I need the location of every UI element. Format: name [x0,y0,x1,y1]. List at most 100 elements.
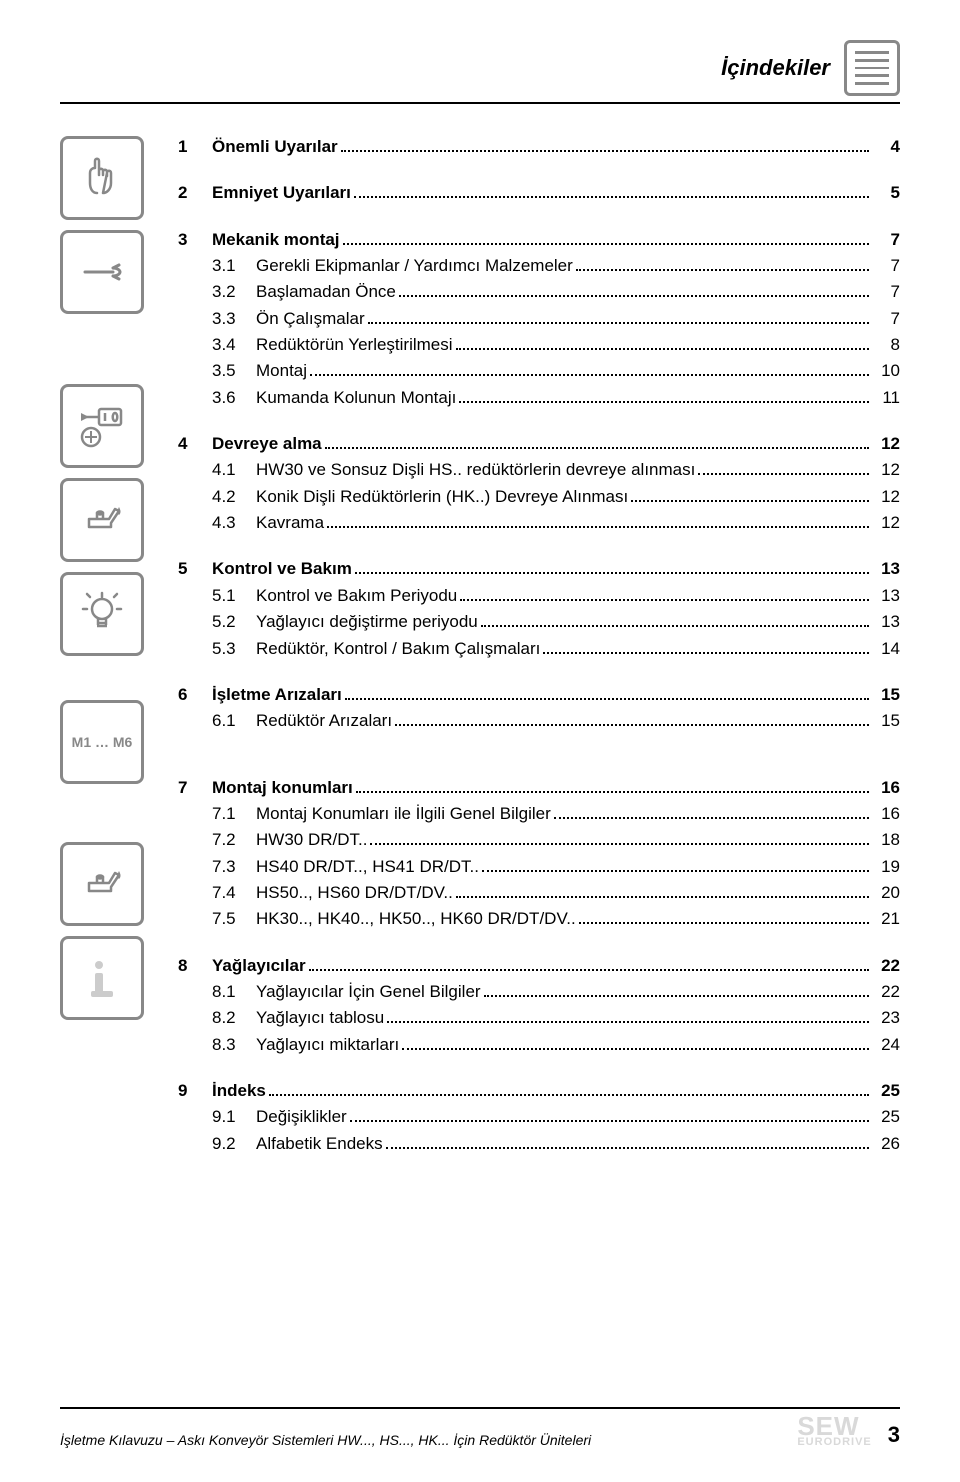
toc-row-sub[interactable]: 5.2Yağlayıcı değiştirme periyodu13 [178,609,900,635]
sub-title: Yağlayıcı tablosu [256,1005,384,1031]
toc-row-sub[interactable]: 9.2Alfabetik Endeks26 [178,1131,900,1157]
sub-title: Başlamadan Önce [256,279,396,305]
sub-page: 12 [872,510,900,536]
leader-dots [484,995,869,997]
sub-page: 10 [872,358,900,384]
section-page: 12 [872,431,900,457]
toc-row-sub[interactable]: 9.1Değişiklikler25 [178,1104,900,1130]
toc-row-sub[interactable]: 8.3Yağlayıcı miktarları24 [178,1032,900,1058]
toc-section: 2Emniyet Uyarıları5 [178,180,900,206]
section-page: 22 [872,953,900,979]
toc-row-sub[interactable]: 4.1HW30 ve Sonsuz Dişli HS.. redüktörler… [178,457,900,483]
toc-row-sub[interactable]: 8.1Yağlayıcılar İçin Genel Bilgiler22 [178,979,900,1005]
toc-row-sub[interactable]: 7.5HK30.., HK40.., HK50.., HK60 DR/DT/DV… [178,906,900,932]
sub-number: 5.3 [212,636,256,662]
toc-row-sub[interactable]: 3.6Kumanda Kolunun Montajı11 [178,385,900,411]
power-switch-icon [60,384,144,468]
leader-dots [399,295,869,297]
toc-row-sub[interactable]: 7.2HW30 DR/DT..18 [178,827,900,853]
toc-row-main[interactable]: 9İndeks25 [178,1078,900,1104]
leader-dots [456,348,869,350]
toc-row-main[interactable]: 3Mekanik montaj7 [178,227,900,253]
toc-row-sub[interactable]: 7.4HS50.., HS60 DR/DT/DV..20 [178,880,900,906]
sub-title: HK30.., HK40.., HK50.., HK60 DR/DT/DV.. [256,906,576,932]
toc-row-sub[interactable]: 3.4Redüktörün Yerleştirilmesi8 [178,332,900,358]
leader-dots [309,969,869,971]
sub-page: 13 [872,583,900,609]
info-icon [60,936,144,1020]
hand-point-icon [60,136,144,220]
sub-page: 25 [872,1104,900,1130]
section-page: 16 [872,775,900,801]
leader-dots [402,1048,869,1050]
sub-page: 7 [872,253,900,279]
footer-text: İşletme Kılavuzu – Askı Konveyör Sisteml… [60,1432,591,1448]
toc-row-main[interactable]: 7Montaj konumları16 [178,775,900,801]
section-number: 1 [178,134,212,160]
toc-row-sub[interactable]: 3.3Ön Çalışmalar7 [178,306,900,332]
page-title: İçindekiler [721,55,830,81]
toc-row-sub[interactable]: 3.1Gerekli Ekipmanlar / Yardımcı Malzeme… [178,253,900,279]
header: İçindekiler [60,40,900,96]
toc: 1Önemli Uyarılar4 2Emniyet Uyarıları5 3Mek… [178,134,900,1177]
toc-row-sub[interactable]: 5.3Redüktör, Kontrol / Bakım Çalışmaları… [178,636,900,662]
sub-page: 18 [872,827,900,853]
leader-dots [370,843,869,845]
sub-page: 12 [872,484,900,510]
toc-row-sub[interactable]: 4.2Konik Dişli Redüktörlerin (HK..) Devr… [178,484,900,510]
toc-row-sub[interactable]: 5.1Kontrol ve Bakım Periyodu13 [178,583,900,609]
sub-number: 3.2 [212,279,256,305]
sub-title: Redüktör, Kontrol / Bakım Çalışmaları [256,636,540,662]
toc-row-sub[interactable]: 4.3Kavrama12 [178,510,900,536]
leader-dots [310,374,869,376]
section-title: Emniyet Uyarıları [212,180,351,206]
toc-row-main[interactable]: 5Kontrol ve Bakım13 [178,556,900,582]
toc-row-sub[interactable]: 3.2Başlamadan Önce7 [178,279,900,305]
toc-row-main[interactable]: 2Emniyet Uyarıları5 [178,180,900,206]
section-number: 3 [178,227,212,253]
leader-dots [543,652,869,654]
leader-dots [325,447,869,449]
sub-title: Yağlayıcılar İçin Genel Bilgiler [256,979,481,1005]
sub-title: HW30 ve Sonsuz Dişli HS.. redüktörlerin … [256,457,695,483]
toc-row-sub[interactable]: 3.5Montaj10 [178,358,900,384]
footer: İşletme Kılavuzu – Askı Konveyör Sisteml… [60,1407,900,1448]
sub-number: 5.1 [212,583,256,609]
leader-dots [460,599,869,601]
toc-row-main[interactable]: 1Önemli Uyarılar4 [178,134,900,160]
sub-title: Yağlayıcı miktarları [256,1032,399,1058]
sub-page: 21 [872,906,900,932]
sub-page: 15 [872,708,900,734]
sub-number: 3.5 [212,358,256,384]
sub-number: 9.1 [212,1104,256,1130]
sub-page: 12 [872,457,900,483]
leader-dots [698,473,869,475]
oil-can-icon [60,478,144,562]
lightbulb-icon [60,572,144,656]
toc-section: 1Önemli Uyarılar4 [178,134,900,160]
leader-dots [350,1120,869,1122]
leader-dots [482,870,869,872]
sub-title: HS40 DR/DT.., HS41 DR/DT.. [256,854,479,880]
toc-section: 5Kontrol ve Bakım135.1Kontrol ve Bakım P… [178,556,900,661]
toc-row-main[interactable]: 6İşletme Arızaları15 [178,682,900,708]
toc-icon [844,40,900,96]
leader-dots [356,791,869,793]
toc-row-main[interactable]: 4Devreye alma12 [178,431,900,457]
sub-title: HW30 DR/DT.. [256,827,367,853]
section-number: 7 [178,775,212,801]
sub-title: Alfabetik Endeks [256,1131,383,1157]
section-title: Devreye alma [212,431,322,457]
toc-row-sub[interactable]: 7.3HS40 DR/DT.., HS41 DR/DT..19 [178,854,900,880]
leader-dots [343,243,869,245]
section-page: 25 [872,1078,900,1104]
toc-row-main[interactable]: 8Yağlayıcılar22 [178,953,900,979]
leader-dots [576,269,869,271]
leader-dots [579,922,869,924]
sub-title: Gerekli Ekipmanlar / Yardımcı Malzemeler [256,253,573,279]
toc-row-sub[interactable]: 8.2Yağlayıcı tablosu23 [178,1005,900,1031]
toc-row-sub[interactable]: 6.1Redüktör Arızaları15 [178,708,900,734]
toc-row-sub[interactable]: 7.1Montaj Konumları ile İlgili Genel Bil… [178,801,900,827]
sub-title: Yağlayıcı değiştirme periyodu [256,609,478,635]
section-title: İndeks [212,1078,266,1104]
